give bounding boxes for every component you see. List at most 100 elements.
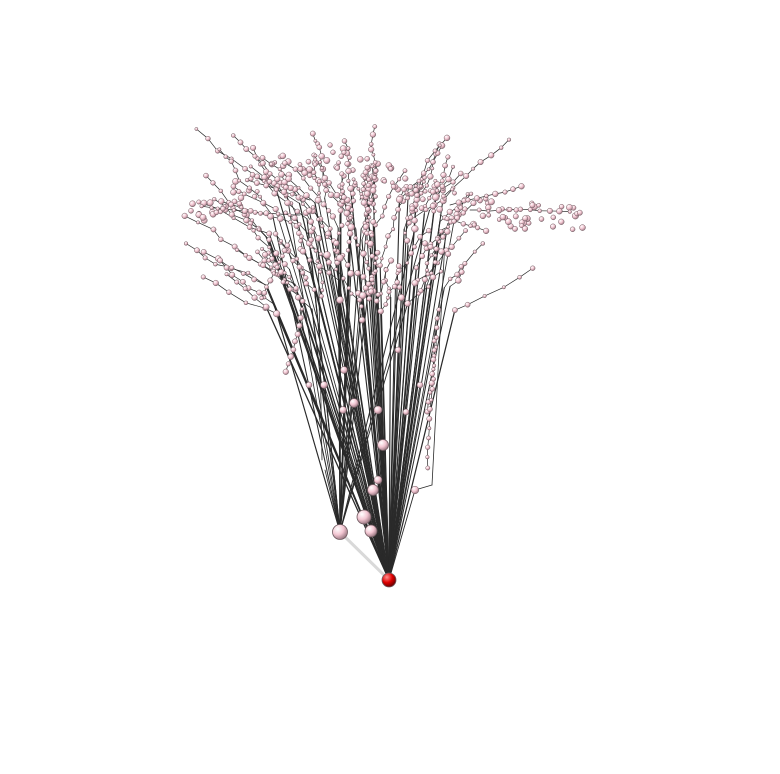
tree-node	[431, 377, 435, 381]
tree-node	[275, 177, 280, 182]
branch-edge	[504, 277, 520, 287]
tree-node	[370, 132, 376, 138]
tree-node	[279, 239, 282, 242]
tree-node	[283, 271, 286, 274]
tree-node	[363, 224, 369, 230]
tree-node	[282, 161, 287, 166]
tree-node	[200, 204, 204, 208]
tree-node	[466, 198, 471, 203]
tree-node	[308, 186, 313, 191]
tree-node	[319, 252, 323, 256]
tree-node	[300, 307, 303, 310]
branch-edge	[485, 287, 504, 296]
hub-node	[359, 317, 365, 323]
tree-node	[295, 295, 301, 301]
hub-node	[337, 297, 344, 304]
tree-node	[518, 275, 522, 279]
tree-node	[262, 252, 268, 258]
tree-node	[431, 167, 434, 170]
tree-node	[398, 294, 405, 301]
tree-node	[422, 241, 428, 247]
tree-node	[448, 277, 452, 281]
tree-node	[417, 292, 421, 296]
tree-node	[337, 161, 341, 165]
tree-node	[353, 181, 357, 185]
tree-node	[367, 267, 371, 271]
tree-node	[438, 144, 441, 147]
tree-node	[297, 186, 300, 189]
tree-node	[413, 187, 419, 193]
tree-node	[512, 226, 517, 231]
tree-node	[300, 196, 303, 199]
tree-node	[447, 209, 453, 215]
tree-node	[188, 208, 193, 213]
tree-node	[337, 231, 341, 235]
tree-node	[255, 250, 259, 254]
tree-node	[466, 192, 469, 195]
tree-node	[288, 213, 291, 216]
tree-node	[206, 136, 211, 141]
tree-node	[414, 184, 417, 187]
tree-node	[403, 231, 406, 234]
tree-node	[303, 281, 308, 286]
tree-node	[250, 219, 253, 222]
tree-node	[404, 238, 410, 244]
tree-node	[373, 194, 377, 198]
tree-node	[441, 234, 446, 239]
tree-node	[218, 237, 223, 242]
tree-node	[290, 192, 294, 196]
tree-node	[369, 142, 373, 146]
tree-node	[285, 200, 291, 206]
tree-node	[396, 272, 399, 275]
tree-node	[357, 187, 360, 190]
tree-node	[445, 251, 451, 257]
tree-node	[324, 188, 329, 193]
tree-node	[225, 272, 229, 276]
tree-node	[241, 271, 245, 275]
tree-node	[184, 242, 188, 246]
tree-node	[258, 211, 262, 215]
tree-node	[217, 258, 222, 263]
tree-node	[333, 240, 339, 246]
branch-edge	[468, 296, 485, 305]
hub-edge	[325, 470, 340, 532]
tree-node	[240, 279, 245, 284]
tree-node	[189, 201, 195, 207]
tree-node	[473, 250, 477, 254]
tree-node	[328, 227, 332, 231]
tree-node	[458, 206, 462, 210]
tree-node	[508, 207, 513, 212]
tree-node	[434, 254, 437, 257]
tree-node	[247, 255, 253, 261]
tree-node	[268, 278, 273, 283]
tree-node	[550, 224, 555, 229]
tree-node	[211, 181, 216, 186]
tree-node	[372, 153, 375, 156]
tree-node	[295, 209, 300, 214]
tree-node	[368, 241, 374, 247]
tree-node	[252, 229, 256, 233]
tree-node	[405, 191, 408, 194]
hub-node	[350, 399, 359, 408]
tree-node	[419, 185, 423, 189]
tree-node	[451, 180, 456, 185]
tree-node	[483, 228, 489, 234]
tree-node	[373, 124, 377, 128]
hub-node	[417, 382, 423, 388]
tree-node	[458, 171, 463, 176]
tree-node	[477, 208, 481, 212]
tree-node	[378, 263, 383, 268]
tree-node	[318, 270, 322, 274]
tree-node	[430, 387, 435, 392]
tree-node	[461, 221, 466, 226]
tree-node	[292, 215, 298, 221]
tree-node	[261, 200, 266, 205]
tree-node	[331, 150, 336, 155]
tree-node	[365, 156, 370, 161]
tree-node	[218, 148, 221, 151]
tree-node	[243, 287, 247, 291]
tree-node	[427, 285, 431, 289]
tree-node	[392, 215, 397, 220]
tree-node	[391, 184, 396, 189]
tree-node	[364, 191, 370, 197]
